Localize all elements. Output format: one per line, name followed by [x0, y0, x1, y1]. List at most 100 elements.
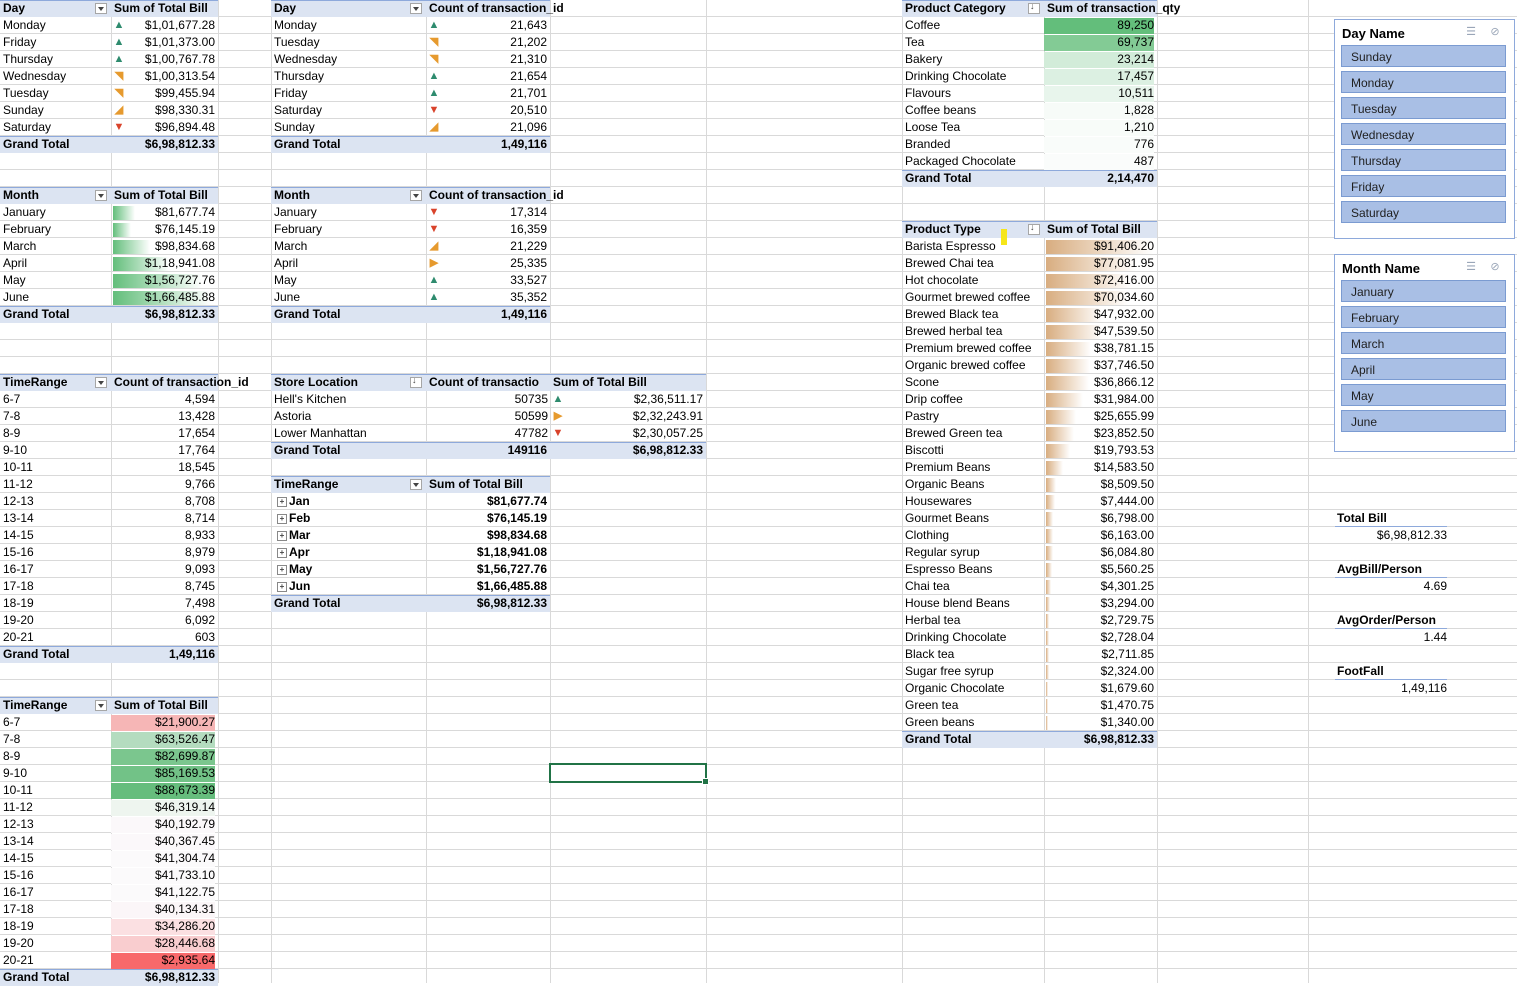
pivot_timerange_count-row-label: 9-10 [3, 443, 28, 457]
filter-dropdown-button[interactable] [410, 3, 422, 14]
row-gridline [0, 730, 1517, 731]
pivot_product_type-row-label: Housewares [905, 494, 972, 508]
data-bar [1046, 308, 1102, 322]
pivot_product_type-row-value: $7,444.00 [1100, 494, 1154, 508]
pivot_day_bill-grand-total-row [0, 136, 218, 153]
pivot_timerange_bill-row-value: $41,733.10 [154, 868, 215, 882]
pivot_product_type-row-label: Black tea [905, 647, 955, 661]
slicer-item-thursday[interactable]: Thursday [1341, 149, 1506, 171]
pivot_timerange_count-row-label: 15-16 [3, 545, 34, 559]
trend-up-arrow-icon: ▲ [428, 70, 440, 82]
pivot_day_count-row-value: 21,202 [510, 35, 547, 49]
row-gridline [0, 849, 1517, 850]
row-gridline [0, 917, 1517, 918]
pivot_day_bill-row-label: Monday [3, 18, 46, 32]
trend-down-arrow-icon: ▼ [428, 104, 440, 116]
trend-down-right-arrow-icon: ◢ [429, 240, 439, 252]
color-scale-fill [111, 885, 215, 901]
pivot_timerange_bill-row-value: $63,526.47 [154, 732, 215, 746]
pivot_day_bill-value-header: Sum of Total Bill [114, 1, 208, 15]
slicer-item-friday[interactable]: Friday [1341, 175, 1506, 197]
color-scale-fill [1044, 103, 1154, 119]
slicer-item-february[interactable]: February [1341, 306, 1506, 328]
clear-filter-icon[interactable]: ⊘ [1490, 261, 1500, 273]
column-gridline [902, 0, 903, 983]
row-gridline [0, 764, 1517, 765]
row-gridline [0, 169, 1517, 170]
pivot_timerange_count-header-row [0, 374, 218, 391]
filter-dropdown-button[interactable] [410, 479, 422, 490]
expand-plus-icon[interactable]: + [277, 530, 287, 541]
slicer-item-may[interactable]: May [1341, 384, 1506, 406]
pivot_day_bill-header-row [0, 0, 218, 17]
clear-filter-icon[interactable]: ⊘ [1490, 26, 1500, 38]
pivot_timerange_month-label-header: TimeRange [274, 477, 339, 491]
pivot_timerange_bill-row-value: $40,367.45 [154, 834, 215, 848]
row-gridline [0, 713, 1517, 714]
pivot_timerange_month-row-label[interactable]: + May [274, 561, 424, 578]
data-bar [1046, 393, 1084, 407]
sort-filter-button[interactable] [410, 375, 422, 388]
data-bar [113, 206, 136, 220]
row-gridline [0, 560, 1517, 561]
pivot_day_count-row-value: 21,654 [510, 69, 547, 83]
slicer-item-saturday[interactable]: Saturday [1341, 201, 1506, 223]
active-cell-selection[interactable] [549, 763, 709, 785]
trend-right-arrow-icon: ▶ [553, 410, 563, 422]
pivot_product_type-row-label-header: Product Type [905, 222, 981, 236]
slicer-item-june[interactable]: June [1341, 410, 1506, 432]
trend-down-arrow-icon: ▼ [113, 121, 125, 133]
multi-select-icon[interactable]: ☰ [1466, 261, 1476, 273]
pivot_timerange_month-row-value: $1,18,941.08 [476, 545, 547, 559]
slicer-item-march[interactable]: March [1341, 332, 1506, 354]
row-gridline [0, 118, 1517, 119]
pivot_timerange_month-row-label[interactable]: + Feb [274, 510, 424, 527]
filter-dropdown-button[interactable] [95, 700, 107, 711]
pivot_timerange_month-row-label[interactable]: + Mar [274, 527, 424, 544]
pivot_month_bill-grand-total-value: $6,98,812.33 [144, 307, 215, 321]
slicer-item-monday[interactable]: Monday [1341, 71, 1506, 93]
pivot_timerange_month-row-value: $81,677.74 [486, 494, 547, 508]
pivot_product_type-row-label: Brewed herbal tea [905, 324, 1003, 338]
slicer-item-sunday[interactable]: Sunday [1341, 45, 1506, 67]
row-gridline [0, 662, 1517, 663]
sort-filter-button[interactable] [1028, 222, 1040, 235]
pivot_month_bill-row-label: April [3, 256, 28, 270]
color-scale-fill [1044, 69, 1154, 85]
pivot_timerange_month-row-label[interactable]: + Jun [274, 578, 424, 595]
row-gridline [0, 373, 1517, 374]
expand-plus-icon[interactable]: + [277, 496, 287, 507]
slicer-day-panel[interactable]: Day Name ☰ ⊘ Sunday Monday Tuesday Wednesday Th… [1334, 19, 1515, 239]
pivot_timerange_month-row-label[interactable]: + Jan [274, 493, 424, 510]
expand-plus-icon[interactable]: + [277, 564, 287, 575]
pivot_product_type-row-value: $19,793.53 [1093, 443, 1154, 457]
expand-plus-icon[interactable]: + [277, 513, 287, 524]
slicer-item-tuesday[interactable]: Tuesday [1341, 97, 1506, 119]
trend-up-arrow-icon: ▲ [552, 393, 564, 405]
pivot_category-row-value: 487 [1133, 154, 1154, 168]
pivot_timerange_count-row-label: 13-14 [3, 511, 34, 525]
pivot_month_bill-row-label-header: Month [3, 188, 39, 202]
slicer-month-panel[interactable]: Month Name ☰ ⊘ January February March April May… [1334, 254, 1515, 452]
pivot_timerange_month-row-label[interactable]: + Apr [274, 544, 424, 561]
slicer-item-wednesday[interactable]: Wednesday [1341, 123, 1506, 145]
row-gridline [0, 407, 1517, 408]
slicer-item-april[interactable]: April [1341, 358, 1506, 380]
filter-dropdown-button[interactable] [95, 3, 107, 14]
multi-select-icon[interactable]: ☰ [1466, 26, 1476, 38]
color-scale-fill [111, 732, 215, 748]
expand-plus-icon[interactable]: + [277, 547, 287, 558]
month-label: Jan [289, 494, 310, 508]
filter-dropdown-button[interactable] [95, 377, 107, 388]
sort-filter-button[interactable] [1028, 1, 1040, 14]
slicer-item-january[interactable]: January [1341, 280, 1506, 302]
trend-up-arrow-icon: ▲ [113, 36, 125, 48]
pivot_product_type-row-value: $47,539.50 [1093, 324, 1154, 338]
filter-dropdown-button[interactable] [95, 190, 107, 201]
filter-dropdown-button[interactable] [410, 190, 422, 201]
pivot_product_type-row-value: $3,294.00 [1100, 596, 1154, 610]
pivot_day_count-row-label: Saturday [274, 103, 323, 117]
pivot_month_count-grand-total-value: 1,49,116 [500, 307, 547, 321]
expand-plus-icon[interactable]: + [277, 581, 287, 592]
